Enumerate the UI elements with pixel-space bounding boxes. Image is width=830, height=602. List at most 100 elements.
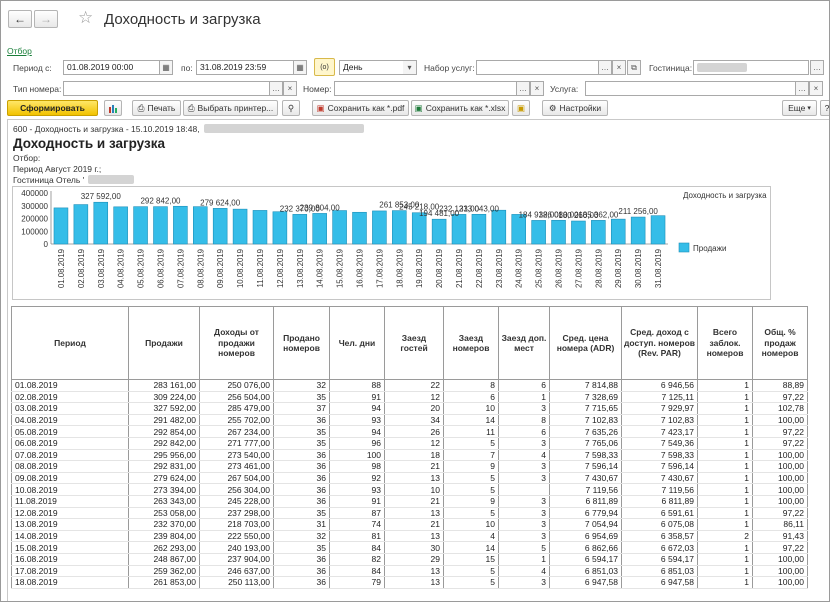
table-row[interactable]: 09.08.2019 279 624,00 267 504,00 36 92 13 5 3 7 … xyxy=(11,472,808,485)
table-cell: 1 xyxy=(697,576,753,589)
clear-icon[interactable]: × xyxy=(809,81,823,96)
column-header[interactable]: Чел. дни xyxy=(329,306,385,380)
preview-button[interactable]: ⚲ xyxy=(282,100,300,116)
column-header[interactable]: Доходы от продажи номеров xyxy=(199,306,274,380)
table-cell: 6 672,03 xyxy=(621,541,698,554)
table-row[interactable]: 13.08.2019 232 370,00 218 703,00 31 74 21 10 3 7… xyxy=(11,518,808,531)
period-from-input[interactable]: 01.08.2019 00:00 xyxy=(63,60,160,75)
ellipsis-icon[interactable]: … xyxy=(269,81,283,96)
column-header[interactable]: Период xyxy=(11,306,129,380)
bar xyxy=(312,213,327,245)
magnifier-icon: ⚲ xyxy=(287,102,295,113)
column-header[interactable]: Заезд гостей xyxy=(384,306,444,380)
table-row[interactable]: 14.08.2019 239 804,00 222 550,00 32 81 13 4 3 6 … xyxy=(11,530,808,543)
table-cell: 6 xyxy=(498,379,550,392)
table-row[interactable]: 04.08.2019 291 482,00 255 702,00 36 93 34 14 8 7… xyxy=(11,414,808,427)
period-to-input[interactable]: 31.08.2019 23:59 xyxy=(196,60,294,75)
room-input[interactable] xyxy=(334,81,517,96)
table-cell: 8 xyxy=(443,379,499,392)
column-header[interactable]: Заезд номеров xyxy=(443,306,499,380)
choose-printer-button[interactable]: ⎙ Выбрать принтер... xyxy=(183,100,278,116)
calendar-icon[interactable]: ▦ xyxy=(293,60,307,75)
settings-button[interactable]: ⚙ Настройки xyxy=(542,100,608,116)
generate-button[interactable]: Сформировать xyxy=(7,100,98,116)
ellipsis-icon[interactable]: … xyxy=(598,60,612,75)
column-header[interactable]: Заезд доп. мест xyxy=(498,306,550,380)
ellipsis-icon[interactable]: … xyxy=(516,81,530,96)
room-type-label: Тип номера: xyxy=(13,84,62,94)
more-button[interactable]: Еще ▾ xyxy=(782,100,817,116)
clear-icon[interactable]: × xyxy=(612,60,626,75)
save-pdf-button[interactable]: ▣ Сохранить как *.pdf xyxy=(312,100,409,116)
arrow-right-icon: → xyxy=(40,12,52,26)
x-tick-label: 08.08.2019 xyxy=(196,249,205,288)
print-button[interactable]: ⎙ Печать xyxy=(132,100,181,116)
table-cell: 309 224,00 xyxy=(128,391,200,404)
chart-toggle-button[interactable] xyxy=(104,100,122,116)
table-row[interactable]: 12.08.2019 253 058,00 237 298,00 35 87 13 5 3 6 … xyxy=(11,507,808,520)
table-row[interactable]: 16.08.2019 248 867,00 237 904,00 36 82 29 15 1 6… xyxy=(11,553,808,566)
table-cell: 3 xyxy=(498,402,550,415)
table-cell: 7 102,83 xyxy=(549,414,622,427)
table-cell: 273 461,00 xyxy=(199,460,274,473)
column-header[interactable]: Всего заблок. номеров xyxy=(697,306,753,380)
open-icon[interactable]: ⧉ xyxy=(627,60,641,75)
save-xlsx-button[interactable]: ▣ Сохранить как *.xlsx xyxy=(411,100,509,116)
forward-button[interactable]: → xyxy=(34,10,58,28)
table-cell: 3 xyxy=(498,437,550,450)
bar xyxy=(392,210,407,245)
column-header[interactable]: Продано номеров xyxy=(273,306,330,380)
table-cell: 7 549,36 xyxy=(621,437,698,450)
table-row[interactable]: 05.08.2019 292 854,00 267 234,00 35 94 26 11 6 7… xyxy=(11,425,808,438)
service-input[interactable] xyxy=(585,81,796,96)
table-row[interactable]: 02.08.2019 309 224,00 256 504,00 35 91 12 6 1 7 … xyxy=(11,391,808,404)
table-cell: 237 904,00 xyxy=(199,553,274,566)
table-cell: 93 xyxy=(329,483,385,496)
bar xyxy=(193,206,208,245)
clear-icon[interactable]: × xyxy=(283,81,297,96)
table-row[interactable]: 18.08.2019 261 853,00 250 113,00 36 79 13 5 3 6 … xyxy=(11,576,808,589)
help-button[interactable]: ? xyxy=(820,100,829,116)
bar xyxy=(232,208,248,245)
table-cell: 5 xyxy=(443,576,499,589)
report-header-redacted xyxy=(204,124,364,133)
column-header[interactable]: Сред. цена номера (ADR) xyxy=(549,306,622,380)
save-button[interactable]: ▣ xyxy=(512,100,530,116)
table-row[interactable]: 01.08.2019 283 161,00 250 076,00 32 88 22 8 6 7 … xyxy=(11,379,808,392)
table-row[interactable]: 17.08.2019 259 362,00 246 637,00 36 84 13 5 4 6 … xyxy=(11,565,808,578)
table-row[interactable]: 03.08.2019 327 592,00 285 479,00 37 94 20 10 3 7… xyxy=(11,402,808,415)
table-cell: 9 xyxy=(443,495,499,508)
granularity-select[interactable]: День xyxy=(339,60,404,75)
table-row[interactable]: 10.08.2019 273 394,00 256 304,00 36 93 10 5 7 1… xyxy=(11,483,808,496)
table-cell: 10 xyxy=(384,483,444,496)
x-tick-label: 29.08.2019 xyxy=(614,249,623,288)
filter-link[interactable]: Отбор xyxy=(7,46,32,56)
column-header[interactable]: Продажи xyxy=(128,306,200,380)
ellipsis-icon[interactable]: … xyxy=(810,60,824,75)
bar xyxy=(133,206,148,245)
table-cell: 29 xyxy=(384,553,444,566)
table-row[interactable]: 06.08.2019 292 842,00 271 777,00 35 96 12 5 3 7 … xyxy=(11,437,808,450)
table-row[interactable]: 15.08.2019 262 293,00 240 193,00 35 84 30 14 5 6… xyxy=(11,541,808,554)
table-cell: 4 xyxy=(443,530,499,543)
ellipsis-icon[interactable]: … xyxy=(795,81,809,96)
services-set-input[interactable] xyxy=(476,60,599,75)
calendar-icon[interactable]: ▦ xyxy=(159,60,173,75)
y-tick-label: 200000 xyxy=(21,215,48,224)
column-header[interactable]: Общ. % продаж номеров xyxy=(752,306,808,380)
table-row[interactable]: 07.08.2019 295 956,00 273 540,00 36 100 18 7 4 7… xyxy=(11,449,808,462)
room-type-input[interactable] xyxy=(63,81,270,96)
table-row[interactable]: 11.08.2019 263 343,00 245 228,00 36 91 21 9 3 6 … xyxy=(11,495,808,508)
table-cell: 7 598,33 xyxy=(621,449,698,462)
column-header[interactable]: Сред. доход с доступ. номеров (Rev. PAR) xyxy=(621,306,698,380)
favorite-star-icon[interactable]: ☆ xyxy=(78,8,94,27)
table-cell: 6 954,69 xyxy=(549,530,622,543)
table-row[interactable]: 08.08.2019 292 831,00 273 461,00 36 98 21 9 3 7 … xyxy=(11,460,808,473)
data-label: 184 932,00 xyxy=(519,210,560,219)
table-cell: 250 076,00 xyxy=(199,379,274,392)
chevron-down-icon[interactable]: ▾ xyxy=(403,60,417,75)
back-button[interactable]: ← xyxy=(8,10,32,28)
table-cell: 6 075,08 xyxy=(621,518,698,531)
period-mode-button[interactable]: (o) xyxy=(314,58,335,76)
clear-icon[interactable]: × xyxy=(530,81,544,96)
